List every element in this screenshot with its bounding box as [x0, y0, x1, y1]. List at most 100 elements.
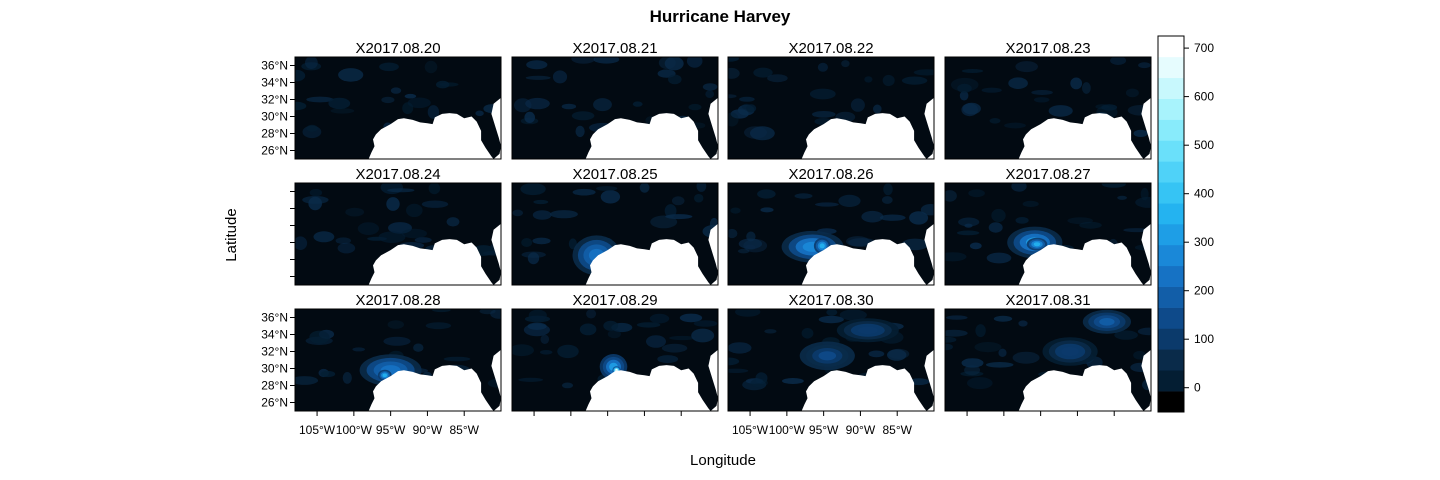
- colorbar-step: [1158, 36, 1184, 58]
- map-panel: X2017.08.21: [511, 40, 719, 160]
- panel-frame: [944, 182, 1152, 286]
- rain-speckle: [1137, 327, 1151, 336]
- gulf-water: [368, 223, 501, 285]
- gulf-water: [585, 223, 718, 285]
- colorbar-frame: [1157, 35, 1185, 413]
- rain-speckle: [381, 96, 395, 104]
- rain-speckle: [738, 238, 763, 250]
- rain-speckle: [702, 83, 718, 91]
- rain-speckle: [728, 342, 752, 354]
- rain-speckle: [850, 98, 865, 112]
- rain-speckle: [518, 377, 544, 382]
- panel-date-label: X2017.08.31: [1005, 292, 1090, 309]
- rain-speckle: [957, 83, 972, 93]
- rain-speckle: [404, 93, 417, 99]
- rain-speckle: [737, 248, 750, 254]
- rain-speckle: [881, 196, 893, 204]
- lon-tick-label: 90°W: [413, 423, 443, 437]
- rain-speckle: [750, 126, 775, 141]
- panel-frame: [294, 182, 502, 286]
- rain-speckle: [557, 344, 579, 359]
- rain-speckle: [532, 237, 551, 245]
- rain-speckle: [961, 103, 978, 117]
- colorbar-step: [1158, 203, 1184, 225]
- rain-speckle: [607, 329, 621, 339]
- lat-tick-label: 32°N: [261, 345, 288, 359]
- rain-speckle: [669, 335, 696, 341]
- panel-date-label: X2017.08.29: [572, 292, 657, 309]
- rain-speckle: [974, 342, 1002, 353]
- map-panel: X2017.08.28 36°N 34°N 32°N 30°N 28°N 26°N 105°W…: [261, 292, 502, 437]
- rain-speckle: [757, 189, 776, 199]
- rain-speckle: [746, 104, 757, 113]
- colorbar-step: [1158, 349, 1184, 371]
- rain-speckle: [571, 111, 595, 121]
- panel-frame: [727, 56, 935, 160]
- rain-speckle: [512, 209, 524, 217]
- rain-speckle: [668, 74, 682, 85]
- rain-speckle: [390, 87, 402, 94]
- rain-speckle: [1031, 90, 1053, 95]
- rain-speckle: [671, 196, 685, 206]
- colorbar-step: [1158, 56, 1184, 79]
- colorbar-tick-label: 100: [1194, 332, 1214, 346]
- rain-speckle: [1138, 62, 1151, 69]
- colorbar-tick-label: 700: [1194, 41, 1214, 55]
- rain-speckle: [1110, 57, 1127, 65]
- gulf-water: [1018, 97, 1151, 159]
- rain-speckle: [764, 329, 777, 334]
- rain-speckle: [593, 57, 620, 64]
- rain-speckle: [527, 322, 547, 330]
- rain-speckle: [945, 190, 957, 202]
- rain-speckle: [735, 309, 761, 317]
- rainfall-blob: [1099, 318, 1115, 326]
- rain-speckle: [658, 57, 676, 70]
- rain-speckle: [603, 320, 619, 331]
- rain-speckle: [746, 231, 756, 242]
- rain-speckle: [728, 57, 739, 62]
- rain-speckle: [801, 328, 814, 339]
- rainfall-blob: [382, 373, 387, 378]
- rain-speckle: [882, 74, 895, 87]
- panel-frame: [511, 182, 719, 286]
- rain-speckle: [345, 207, 365, 217]
- rain-speckle: [639, 183, 650, 193]
- rain-speckle: [379, 62, 399, 72]
- rain-speckle: [475, 110, 484, 117]
- rain-speckle: [981, 87, 1002, 93]
- rain-speckle: [406, 203, 423, 217]
- rain-speckle: [679, 313, 703, 323]
- rain-speckle: [998, 348, 1007, 357]
- rain-speckle: [815, 202, 839, 207]
- rain-speckle: [913, 69, 934, 76]
- panel-frame: [727, 308, 935, 412]
- rain-speckle: [817, 62, 828, 72]
- rain-speckle: [443, 356, 471, 362]
- map-panel: X2017.08.26: [727, 166, 935, 286]
- rain-speckle: [879, 214, 906, 221]
- panel-frame: [511, 308, 719, 412]
- map-panel: X2017.08.29: [511, 292, 719, 416]
- rain-speckle: [561, 382, 574, 389]
- rain-speckle: [901, 76, 928, 85]
- gulf-water: [368, 97, 501, 159]
- rain-speckle: [421, 200, 449, 208]
- colorbar-step: [1158, 391, 1184, 413]
- rain-speckle: [525, 97, 550, 110]
- gulf-water: [368, 349, 501, 411]
- rain-speckle: [868, 350, 885, 358]
- rain-speckle: [988, 222, 1003, 233]
- rain-speckle: [946, 315, 968, 320]
- lon-tick-label: 100°W: [769, 423, 806, 437]
- colorbar-step: [1158, 286, 1184, 308]
- lat-tick-label: 30°N: [261, 362, 288, 376]
- panel-date-label: X2017.08.28: [355, 292, 440, 309]
- panel-date-label: X2017.08.23: [1005, 40, 1090, 57]
- lat-tick-label: 34°N: [261, 76, 288, 90]
- rain-speckle: [728, 94, 737, 99]
- colorbar-tick-label: 300: [1194, 235, 1214, 249]
- rain-speckle: [524, 111, 535, 123]
- y-axis-label: Latitude: [223, 208, 240, 261]
- lat-tick-label: 36°N: [261, 59, 288, 73]
